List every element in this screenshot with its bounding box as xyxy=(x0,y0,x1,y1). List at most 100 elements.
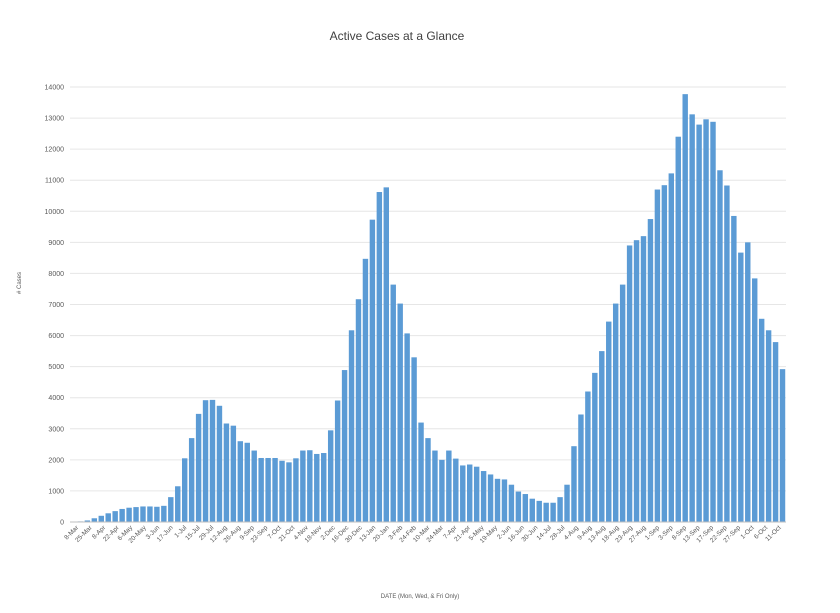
bar xyxy=(529,498,535,522)
bar xyxy=(717,170,723,522)
bar xyxy=(195,413,202,522)
bar xyxy=(397,303,403,522)
bar xyxy=(112,511,118,523)
bar xyxy=(501,479,508,522)
bar xyxy=(536,500,542,522)
y-tick-label: 13000 xyxy=(45,116,65,123)
bar xyxy=(369,219,376,522)
y-tick-label: 14000 xyxy=(45,85,65,92)
y-axis-ticks: 0 1000 2000 3000 4000 5000 6000 7000 8000 9000 100… xyxy=(45,85,65,527)
bar xyxy=(279,460,285,522)
bar xyxy=(557,497,563,522)
bar xyxy=(703,119,709,522)
bar xyxy=(731,215,737,522)
bar xyxy=(84,520,91,522)
bar xyxy=(119,508,125,522)
bar xyxy=(661,185,668,522)
bar xyxy=(453,458,459,522)
bar xyxy=(752,278,758,522)
bar xyxy=(307,450,313,522)
bar xyxy=(473,466,480,522)
bar xyxy=(480,471,487,522)
y-tick-label: 7000 xyxy=(48,302,64,309)
y-axis-title: # Cases xyxy=(17,272,23,294)
bar xyxy=(258,457,264,522)
x-axis-title: DATE (Mon, Wed, & Fri Only) xyxy=(381,594,459,600)
bar xyxy=(188,438,195,522)
y-tick-label: 4000 xyxy=(48,395,64,402)
bar xyxy=(571,446,577,522)
y-tick-label: 9000 xyxy=(48,240,64,247)
chart-title: Active Cases at a Glance xyxy=(330,29,465,43)
bar xyxy=(724,185,730,522)
y-tick-label: 8000 xyxy=(48,271,64,278)
bar xyxy=(487,474,494,522)
bar xyxy=(341,370,348,522)
bar xyxy=(425,438,431,522)
bar xyxy=(550,502,556,522)
bar xyxy=(327,430,334,522)
bar xyxy=(682,94,688,523)
bar xyxy=(765,330,772,522)
bar xyxy=(508,484,515,522)
bar xyxy=(710,121,716,523)
y-tick-label: 12000 xyxy=(45,147,65,154)
bar xyxy=(404,333,410,522)
bar xyxy=(286,462,292,522)
bar xyxy=(626,245,633,522)
bar xyxy=(181,458,188,522)
bar xyxy=(467,464,473,522)
bar xyxy=(168,497,174,522)
bar xyxy=(161,505,167,522)
bar xyxy=(98,515,104,522)
bar xyxy=(564,484,570,522)
bar xyxy=(647,219,654,523)
bar xyxy=(91,518,98,522)
bars xyxy=(77,94,786,523)
bar xyxy=(494,478,501,522)
bar xyxy=(202,400,209,522)
bar xyxy=(362,258,369,522)
y-tick-label: 1000 xyxy=(48,488,64,495)
bar xyxy=(140,506,146,522)
bar xyxy=(696,124,702,522)
bar xyxy=(738,252,744,523)
y-tick-label: 6000 xyxy=(48,333,64,340)
bar xyxy=(293,458,299,522)
bar xyxy=(272,457,278,522)
bar xyxy=(154,506,160,522)
bar xyxy=(237,441,244,522)
bar xyxy=(543,502,549,522)
bar xyxy=(390,284,396,522)
bar xyxy=(383,187,389,523)
bar xyxy=(133,507,139,522)
bar xyxy=(606,321,612,522)
bar xyxy=(675,136,681,522)
bar xyxy=(640,236,647,522)
bar xyxy=(619,284,626,522)
bar xyxy=(126,507,132,522)
bar xyxy=(779,369,786,522)
bar xyxy=(522,494,529,522)
bar xyxy=(654,189,661,523)
bar xyxy=(251,450,257,522)
bar xyxy=(460,465,466,522)
bar xyxy=(321,453,327,522)
bar xyxy=(348,330,355,522)
bar xyxy=(334,400,341,522)
bar xyxy=(265,457,271,522)
y-tick-label: 3000 xyxy=(48,426,64,433)
bar xyxy=(314,453,320,522)
bar xyxy=(633,240,640,522)
bar xyxy=(772,342,779,522)
bar xyxy=(105,513,111,522)
bar xyxy=(439,459,445,522)
bar xyxy=(758,318,765,522)
bar xyxy=(175,486,181,522)
y-tick-label: 11000 xyxy=(45,178,64,185)
bar xyxy=(418,422,424,522)
bar xyxy=(585,391,591,522)
bar xyxy=(446,450,452,522)
